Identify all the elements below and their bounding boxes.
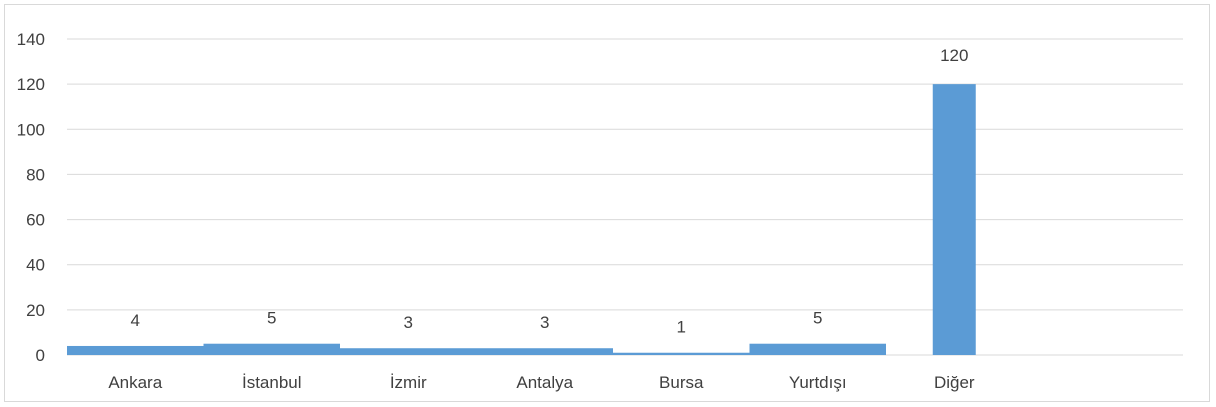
y-tick-label: 120 <box>17 75 45 94</box>
data-label-Antalya: 3 <box>540 313 549 332</box>
data-label-Diğer: 120 <box>940 46 968 65</box>
y-tick-label: 100 <box>17 120 45 139</box>
data-label-Ankara: 4 <box>131 311 140 330</box>
y-tick-label: 140 <box>17 30 45 49</box>
y-tick-label: 60 <box>26 211 45 230</box>
y-tick-label: 40 <box>26 256 45 275</box>
bar-İstanbul <box>203 343 340 355</box>
data-label-Yurtdışı: 5 <box>813 309 822 328</box>
gridlines <box>67 38 1183 356</box>
category-label-Yurtdışı: Yurtdışı <box>789 373 847 392</box>
bar-Antalya <box>476 348 613 355</box>
category-label-Bursa: Bursa <box>659 373 704 392</box>
bar-Yurtdışı <box>749 343 886 355</box>
bar-chart: 0 20 40 60 80 100 120 140 4 5 3 3 1 5 120 Ankara İstan… <box>17 30 1183 392</box>
bar-İzmir <box>340 348 477 355</box>
bars <box>67 84 976 356</box>
category-label-İzmir: İzmir <box>390 373 427 392</box>
category-label-Antalya: Antalya <box>516 373 573 392</box>
y-tick-label: 0 <box>36 346 45 365</box>
data-label-İstanbul: 5 <box>267 309 276 328</box>
data-labels: 4 5 3 3 1 5 120 <box>131 46 969 337</box>
bar-Bursa <box>613 352 750 355</box>
y-tick-label: 20 <box>26 301 45 320</box>
chart-frame: 0 20 40 60 80 100 120 140 4 5 3 3 1 5 120 Ankara İstan… <box>4 4 1210 402</box>
data-label-İzmir: 3 <box>404 313 413 332</box>
category-label-İstanbul: İstanbul <box>242 373 302 392</box>
data-label-Bursa: 1 <box>677 318 686 337</box>
category-label-Diğer: Diğer <box>934 373 975 392</box>
category-labels: Ankara İstanbul İzmir Antalya Bursa Yurtdışı D… <box>108 373 975 392</box>
bar-Ankara <box>67 345 204 355</box>
category-label-Ankara: Ankara <box>108 373 162 392</box>
y-tick-label: 80 <box>26 165 45 184</box>
y-axis-ticks: 0 20 40 60 80 100 120 140 <box>17 30 45 365</box>
bar-Diğer <box>932 84 976 356</box>
